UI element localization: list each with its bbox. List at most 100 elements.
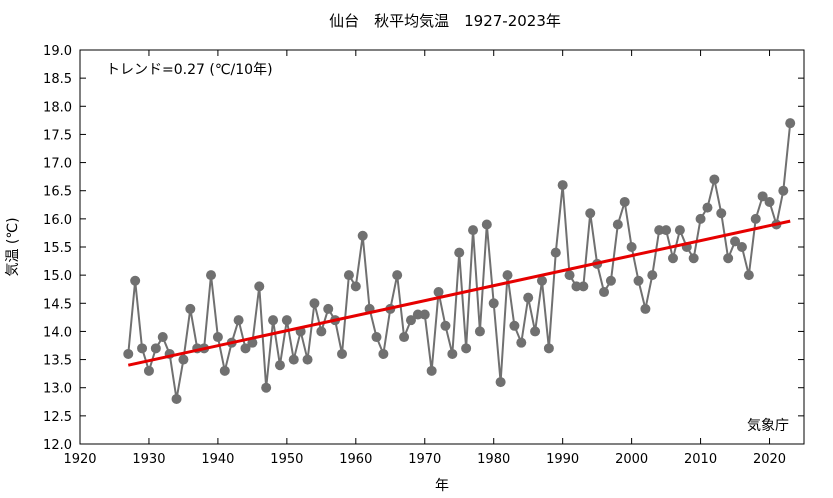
data-point bbox=[454, 247, 465, 258]
x-tick-label: 2020 bbox=[753, 452, 786, 467]
data-point bbox=[640, 303, 651, 314]
data-point bbox=[316, 326, 327, 337]
data-point bbox=[412, 309, 423, 320]
data-point bbox=[612, 219, 623, 230]
data-point bbox=[130, 275, 141, 286]
data-point bbox=[543, 343, 554, 354]
data-point bbox=[440, 320, 451, 331]
x-tick-label: 1980 bbox=[477, 452, 510, 467]
data-point bbox=[536, 275, 547, 286]
series-layer bbox=[123, 118, 796, 404]
data-point bbox=[626, 242, 637, 252]
data-point bbox=[206, 270, 217, 281]
y-axis-label: 気温 (℃) bbox=[5, 217, 21, 276]
y-tick-label: 14.0 bbox=[43, 325, 72, 340]
data-point bbox=[495, 377, 506, 388]
data-point bbox=[137, 343, 148, 354]
data-point bbox=[695, 213, 706, 224]
y-tick-label: 17.5 bbox=[43, 128, 72, 143]
data-point bbox=[750, 213, 761, 224]
data-point bbox=[309, 298, 320, 309]
x-axis: 1920 1930 1940 1950 1960 1970 1980 1990 2000 2010… bbox=[63, 50, 786, 467]
data-point bbox=[557, 180, 568, 191]
x-tick-label: 1990 bbox=[546, 452, 579, 467]
y-axis: 12.0 12.5 13.0 13.5 14.0 14.5 15.0 15.5 16.0 16.5… bbox=[43, 44, 804, 453]
y-tick-label: 16.0 bbox=[43, 213, 72, 228]
data-point bbox=[605, 275, 616, 286]
data-point bbox=[261, 382, 272, 393]
data-point bbox=[564, 270, 575, 281]
data-point bbox=[433, 287, 444, 298]
data-point bbox=[323, 303, 334, 314]
data-point bbox=[674, 225, 685, 236]
y-tick-label: 12.5 bbox=[43, 410, 72, 425]
data-point bbox=[337, 348, 348, 359]
data-point bbox=[661, 225, 672, 236]
y-tick-label: 13.0 bbox=[43, 382, 72, 397]
y-tick-label: 18.0 bbox=[43, 100, 72, 115]
data-point bbox=[530, 326, 541, 337]
data-point bbox=[274, 360, 285, 371]
chart-title: 仙台 秋平均気温 1927-2023年 bbox=[329, 12, 561, 30]
data-point bbox=[281, 315, 292, 326]
data-point bbox=[150, 343, 161, 354]
y-tick-label: 16.5 bbox=[43, 185, 72, 200]
trend-annotation: トレンド=0.27 (℃/10年) bbox=[106, 62, 273, 78]
data-point bbox=[764, 196, 775, 207]
y-tick-label: 14.5 bbox=[43, 297, 72, 312]
data-point bbox=[619, 196, 630, 207]
data-point bbox=[585, 208, 596, 219]
x-axis-label: 年 bbox=[435, 478, 449, 494]
data-point bbox=[268, 315, 279, 326]
data-point bbox=[571, 281, 582, 292]
data-point bbox=[419, 309, 430, 320]
data-point bbox=[123, 348, 134, 359]
data-point bbox=[550, 247, 561, 258]
trend-line bbox=[127, 219, 791, 367]
data-point bbox=[488, 298, 499, 309]
data-point bbox=[516, 337, 527, 348]
data-point bbox=[778, 185, 789, 196]
data-point bbox=[212, 332, 223, 343]
data-point bbox=[716, 208, 727, 219]
data-point bbox=[481, 219, 492, 230]
data-point bbox=[426, 365, 437, 376]
x-tick-label: 2000 bbox=[615, 452, 648, 467]
data-point bbox=[647, 270, 658, 281]
data-point bbox=[392, 270, 403, 281]
data-point bbox=[399, 332, 410, 343]
data-point bbox=[343, 270, 354, 281]
data-point bbox=[240, 343, 251, 354]
data-point bbox=[157, 332, 168, 343]
data-point bbox=[447, 348, 458, 359]
data-point bbox=[667, 253, 678, 264]
x-tick-label: 1920 bbox=[63, 452, 96, 467]
data-point bbox=[254, 281, 265, 292]
data-point bbox=[757, 191, 768, 202]
data-point bbox=[702, 202, 713, 213]
data-point bbox=[185, 303, 196, 314]
data-point bbox=[785, 118, 796, 129]
data-point bbox=[468, 225, 479, 236]
x-tick-label: 1960 bbox=[339, 452, 372, 467]
source-label: 気象庁 bbox=[747, 418, 789, 434]
data-point bbox=[688, 253, 699, 264]
data-point bbox=[502, 270, 513, 281]
data-point bbox=[171, 393, 182, 404]
data-point bbox=[474, 326, 485, 337]
data-point bbox=[730, 236, 741, 247]
y-tick-label: 17.0 bbox=[43, 157, 72, 172]
data-point bbox=[288, 354, 299, 365]
x-tick-label: 1970 bbox=[408, 452, 441, 467]
data-point bbox=[219, 365, 230, 376]
data-point bbox=[461, 343, 472, 354]
x-tick-label: 1950 bbox=[270, 452, 303, 467]
data-point bbox=[633, 275, 644, 286]
data-point bbox=[233, 315, 244, 326]
y-tick-label: 19.0 bbox=[43, 44, 72, 59]
data-point bbox=[743, 270, 754, 281]
data-point bbox=[578, 281, 589, 292]
data-point bbox=[509, 320, 520, 331]
y-tick-label: 15.5 bbox=[43, 241, 72, 256]
